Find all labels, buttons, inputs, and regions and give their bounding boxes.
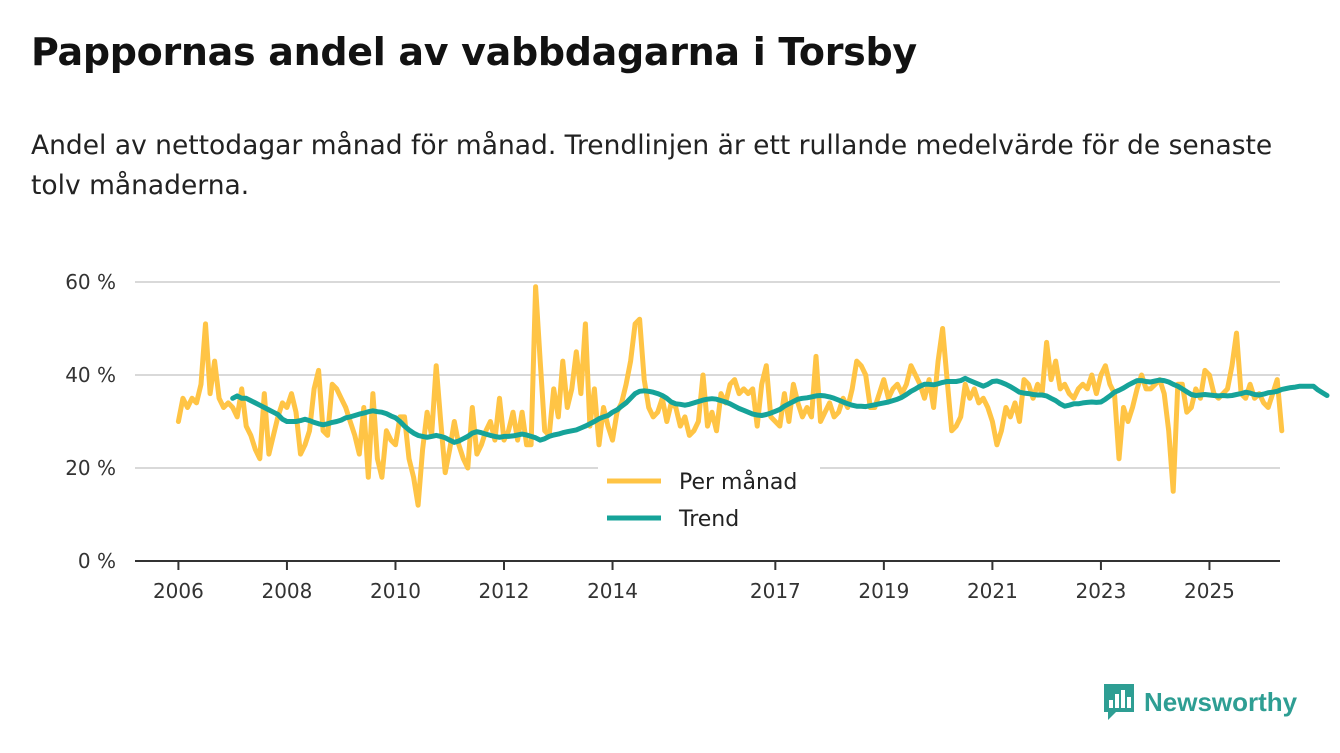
legend-label-per-manad: Per månad	[679, 469, 797, 495]
x-tick-label: 2010	[370, 579, 421, 603]
chart-subtitle: Andel av nettodagar månad för månad. Tre…	[31, 130, 1273, 201]
legend-label-trend: Trend	[678, 507, 739, 532]
series-line-per-manad	[175, 284, 1285, 508]
y-tick-label: 60 %	[65, 270, 116, 294]
x-tick-label: 2006	[153, 579, 204, 603]
x-tick-label: 2023	[1075, 579, 1126, 603]
chart-title: Pappornas andel av vabbdagarna i Torsby	[31, 30, 917, 74]
newsworthy-logo-icon	[1104, 684, 1134, 720]
series-line-trend	[230, 375, 1330, 445]
x-axis-ticks: 2006 2008 2010 2012 2014 2017 2019 2021 2023 2025	[135, 560, 1280, 603]
x-tick-label: 2012	[479, 579, 530, 603]
x-tick-label: 2014	[587, 579, 638, 603]
x-tick-label: 2021	[967, 579, 1018, 603]
y-axis-ticks: 0 % 20 % 40 % 60 %	[65, 270, 116, 573]
brand-logo[interactable]: Newsworthy	[1102, 682, 1297, 722]
y-tick-label: 0 %	[78, 549, 116, 573]
x-tick-label: 2025	[1184, 579, 1235, 603]
series-lines	[175, 284, 1330, 508]
x-tick-label: 2008	[261, 579, 312, 603]
legend-background	[598, 462, 820, 542]
y-tick-label: 40 %	[65, 363, 116, 387]
brand-name: Newsworthy	[1144, 686, 1298, 717]
x-tick-label: 2019	[858, 579, 909, 603]
x-tick-label: 2017	[750, 579, 801, 603]
legend: Per månad Trend	[598, 462, 820, 542]
y-tick-label: 20 %	[65, 456, 116, 480]
